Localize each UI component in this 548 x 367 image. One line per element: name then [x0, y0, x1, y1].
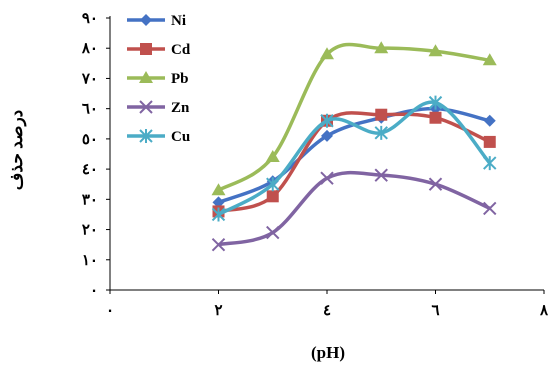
y-tick-label: ٩٠	[82, 9, 98, 27]
y-tick-label: ٧٠	[81, 69, 98, 87]
series-cd-point	[483, 135, 496, 148]
legend-item-ni: Ni	[127, 13, 186, 29]
series-zn-point	[483, 201, 497, 216]
legend-label: Cd	[171, 42, 191, 58]
legend: Ni Cd Pb Zn Cu	[127, 13, 191, 145]
y-tick-label: ٥٠	[82, 130, 98, 148]
series-pb-point	[320, 47, 334, 60]
y-tick-label: ١٠	[82, 251, 98, 269]
legend-swatch-marker	[139, 71, 153, 83]
legend-item-cd: Cd	[127, 42, 191, 58]
series-zn-point	[374, 168, 388, 182]
series-ni-point	[212, 196, 225, 209]
legend-label: Pb	[171, 71, 189, 87]
series-zn-point	[266, 225, 280, 240]
legend-swatch-marker	[139, 100, 153, 114]
series-zn-point	[211, 237, 226, 252]
y-axis-ticks: ٠ ١٠ ٢٠ ٣٠ ٤٠ ٥٠ ٦٠ ٧٠ ٨٠ ٩٠	[81, 9, 110, 299]
series-pb-point	[482, 53, 497, 66]
series-cu-point	[211, 207, 226, 222]
legend-item-cu: Cu	[127, 129, 190, 145]
series-zn	[211, 168, 497, 252]
y-tick-label: ٨٠	[81, 39, 98, 57]
x-tick-label: ٢	[214, 301, 222, 319]
series-pb-point	[374, 41, 389, 54]
series-cu-point	[428, 95, 443, 110]
x-axis-ticks: ٠ ٢ ٤ ٦ ٨	[106, 290, 548, 319]
series-ni-point	[483, 114, 496, 127]
legend-label: Zn	[171, 100, 190, 116]
legend-label: Cu	[171, 129, 190, 145]
y-axis-title: درصد حذف	[7, 110, 27, 190]
series-pb	[211, 41, 497, 196]
series-pb-point	[211, 183, 226, 196]
y-tick-label: ٠	[90, 281, 98, 299]
series-cu-point	[483, 156, 497, 171]
legend-swatch-marker	[139, 129, 153, 143]
series-zn-point	[320, 171, 334, 185]
legend-swatch-marker	[140, 43, 152, 55]
x-axis-title: (pH)	[311, 343, 345, 362]
series-cu	[211, 95, 497, 222]
series-pb-point	[265, 150, 280, 163]
series-cu-point	[320, 113, 334, 128]
legend-swatch-marker	[140, 14, 152, 26]
series-cd-point	[266, 190, 279, 203]
series-group	[211, 41, 497, 252]
series-cu-line	[217, 100, 492, 216]
y-tick-label: ٣٠	[82, 190, 98, 208]
y-tick-label: ٤٠	[82, 160, 98, 178]
series-ni-point	[321, 129, 333, 142]
series-pb-line	[217, 42, 491, 192]
x-tick-label: ٦	[431, 301, 439, 319]
x-tick-label: ٨	[539, 301, 548, 319]
series-cd-point	[429, 111, 442, 124]
x-tick-label: ٠	[106, 301, 114, 319]
legend-item-zn: Zn	[127, 100, 190, 116]
series-cu-point	[374, 125, 388, 140]
y-tick-label: ٦٠	[82, 100, 98, 118]
x-tick-label: ٤	[323, 301, 331, 319]
series-cd-point	[375, 108, 388, 121]
series-cu-point	[266, 177, 280, 192]
series-zn-line	[218, 170, 491, 247]
series-cd-line	[218, 111, 491, 214]
legend-item-pb: Pb	[127, 71, 189, 87]
series-pb-point	[428, 44, 443, 57]
y-tick-label: ٢٠	[82, 221, 98, 239]
series-zn-point	[428, 177, 443, 191]
legend-label: Ni	[171, 13, 186, 29]
